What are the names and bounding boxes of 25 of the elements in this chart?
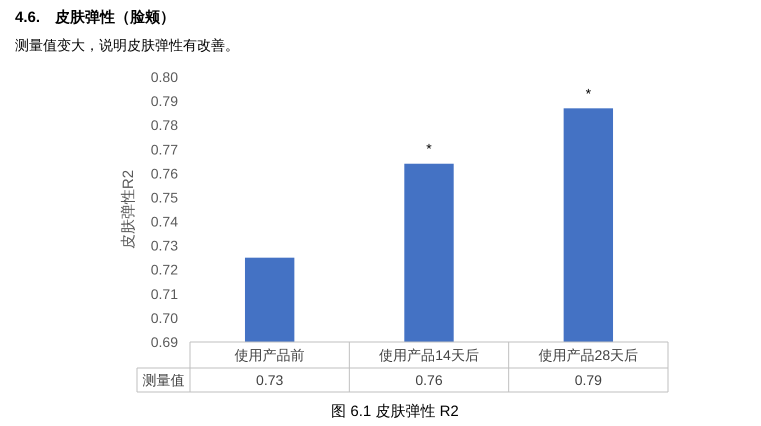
legend-title: 测量值 [142, 372, 184, 388]
data-label: 0.79 [574, 372, 602, 388]
x-tick-label: 使用产品14天后 [379, 347, 479, 363]
y-tick-label: 0.75 [150, 189, 178, 206]
y-tick-label: 0.74 [150, 214, 178, 230]
chart-title: 4.6. 皮肤弹性（脸颊） [15, 9, 176, 26]
data-label: 0.76 [415, 372, 443, 388]
y-tick-label: 0.69 [150, 334, 178, 350]
x-tick-label: 使用产品前 [234, 347, 305, 363]
x-tick-label: 使用产品28天后 [538, 347, 638, 363]
y-tick-label: 0.80 [150, 69, 178, 85]
y-tick-label: 0.79 [150, 93, 178, 110]
y-tick-label: 0.78 [150, 117, 178, 134]
annotation: * [426, 140, 432, 157]
y-tick-label: 0.70 [150, 310, 178, 326]
caption: 图 6.1 皮肤弹性 R2 [331, 403, 459, 420]
y-tick-label: 0.73 [150, 238, 178, 254]
y-tick-label: 0.76 [150, 165, 178, 182]
chart-subtitle: 测量值变大，说明皮肤弹性有改善。 [15, 37, 239, 53]
y-tick-label: 0.71 [150, 286, 178, 302]
data-label: 0.73 [256, 372, 284, 388]
annotation: * [586, 85, 592, 102]
y-axis-title: 皮肤弹性R2 [120, 170, 137, 250]
y-tick-label: 0.72 [150, 262, 178, 278]
y-tick-label: 0.77 [150, 141, 178, 158]
